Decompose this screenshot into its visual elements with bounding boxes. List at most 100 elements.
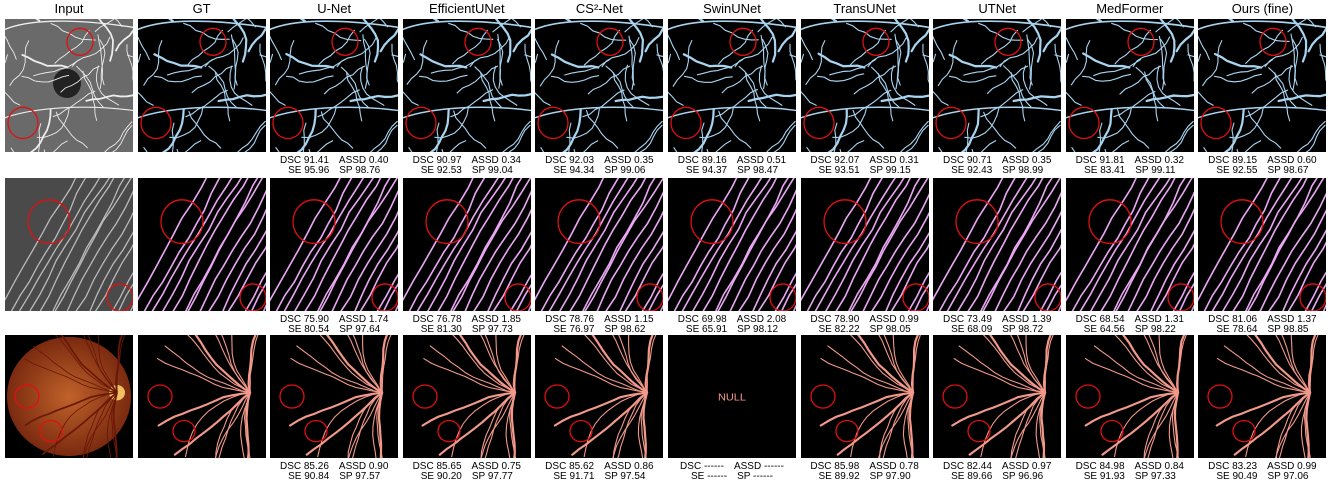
vessel [535,37,548,61]
metric-value: 68.09 [967,324,993,335]
vessel [760,34,768,86]
metric-value: 98.22 [1150,324,1176,335]
vessel [1305,271,1327,311]
column-header: Ours (fine) [1231,1,1294,16]
metric-label: ASSD [1267,314,1295,325]
image-panel [535,178,664,311]
image-panel [933,19,1062,152]
metric-label: DSC [412,461,434,472]
vessel [95,243,133,311]
vessel [628,19,645,63]
image-panel [1065,178,1194,311]
metric-value: 98.72 [1018,324,1044,335]
metric-value: 68.54 [1099,314,1125,325]
vessel [54,178,132,311]
metric-value: 0.99 [1297,461,1317,472]
highlight-circle [405,106,437,140]
metric-label: DSC [1075,155,1097,166]
vessel [1198,178,1269,302]
highlight-circle [537,106,570,140]
metric-label: SE [690,471,705,482]
metric-value: 81.06 [1232,314,1258,325]
highlight-circle [834,419,859,443]
vessel [668,20,796,31]
vessel [137,20,266,31]
metric-value: 73.49 [966,314,992,325]
vessel [668,34,680,61]
metric-value: 82.44 [966,461,992,472]
vessel [541,178,620,311]
vessel [1231,122,1235,152]
vessel [302,122,307,152]
image-panel [535,335,664,458]
highlight-circle [171,419,196,443]
vessel [184,392,251,458]
highlight-circle [7,106,39,140]
vessel [605,65,635,108]
metric-label: SP [737,471,751,482]
metric-value: 98.85 [1283,324,1309,335]
vessel [75,211,133,311]
vessel [1282,229,1327,311]
vessel [713,22,759,41]
metric-label: ASSD [869,461,897,472]
highlight-circle [1075,384,1101,409]
vessel [66,190,133,311]
vessel [1119,65,1161,95]
vessel [1202,40,1223,87]
metric-value: 0.75 [501,461,521,472]
highlight-circle [557,199,602,245]
vessel [1017,335,1046,394]
vessel [883,335,914,394]
metric-label: DSC [810,155,832,166]
vessel [82,392,118,458]
image-background [402,178,531,311]
vessel [729,189,796,311]
highlight-circle [636,283,664,311]
vessel [207,208,266,311]
image-panel [668,19,796,152]
vessel [833,122,838,152]
vessel [535,53,539,64]
metric-label: SE [818,324,832,335]
vessel [114,29,133,52]
metric-value: 97.33 [1150,471,1176,482]
vessel [752,230,796,311]
vessel [509,273,531,311]
image-background [668,178,796,311]
image-panel [270,178,399,311]
vessel [1132,36,1170,68]
metric-line: DSC 89.16 ASSD 0.51 [667,156,797,166]
vessel [849,335,914,394]
vessel [568,122,572,152]
metric-value: 89.92 [834,471,860,482]
vessel [429,345,516,394]
metric-label: SP [1002,324,1016,335]
metric-label: DSC [545,461,567,472]
vessel [1155,19,1175,33]
vessel [112,124,133,152]
vessel [715,178,789,311]
vessel [1319,43,1327,82]
vessel [249,335,259,394]
metric-label: SE [420,471,435,482]
metric-label: SP [1002,165,1016,176]
vessel [270,53,274,64]
vessel [744,72,761,122]
metric-value: 97.77 [487,471,513,482]
vessel [270,106,399,119]
vessel [247,335,257,394]
vessel [1287,19,1308,33]
vessel [1022,244,1062,311]
vessel [612,335,648,394]
vessel [24,391,118,427]
metric-label: DSC [810,314,832,325]
metric-value: ------ [707,471,728,482]
vessel [1274,72,1291,122]
vessel [1277,93,1327,103]
vessel [283,178,365,311]
metric-line: DSC 91.81 ASSD 0.32 [1065,156,1195,166]
vessel [376,273,399,311]
vessel [584,178,664,311]
metric-label: SE [288,324,302,335]
